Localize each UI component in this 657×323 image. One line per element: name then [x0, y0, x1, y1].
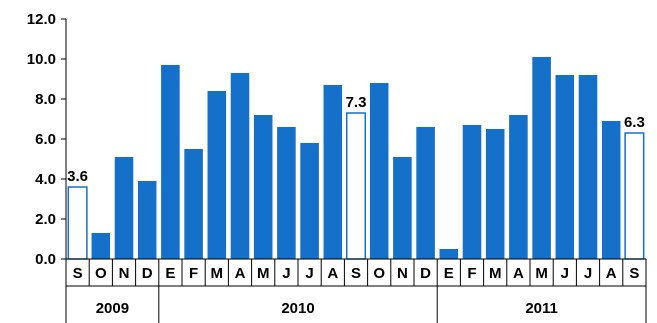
x-tick-label: J — [282, 265, 290, 282]
y-axis: 0.0 2.0 4.0 6.0 8.0 10.0 12.0 — [27, 11, 67, 268]
data-label: 3.6 — [67, 168, 88, 185]
x-tick-label: A — [327, 265, 338, 282]
bar — [485, 129, 505, 259]
bar — [300, 143, 319, 259]
y-tick-label: 4.0 — [35, 171, 56, 188]
x-tick-label: F — [467, 265, 476, 282]
x-tick-label: D — [420, 265, 431, 282]
bar — [393, 157, 412, 259]
bar — [416, 127, 435, 259]
bar — [67, 186, 88, 260]
bar — [532, 57, 551, 259]
x-tick-label: E — [165, 265, 175, 282]
bar — [253, 115, 273, 259]
bar — [509, 115, 528, 259]
bar — [555, 75, 575, 259]
y-tick-label: 0.0 — [35, 251, 56, 268]
bar — [207, 91, 227, 259]
y-tick-label: 6.0 — [35, 131, 56, 148]
bar — [369, 83, 389, 259]
bar — [601, 121, 621, 259]
year-label: 2010 — [281, 300, 314, 317]
x-tick-label: M — [535, 265, 548, 282]
x-tick-label: N — [397, 265, 408, 282]
bar — [624, 132, 645, 260]
x-tick-label: F — [189, 265, 198, 282]
x-tick-label: J — [584, 265, 592, 282]
bars — [67, 57, 645, 260]
bar — [137, 181, 157, 259]
y-tick-label: 12.0 — [27, 11, 56, 28]
y-tick-label: 2.0 — [35, 211, 56, 228]
y-tick-label: 10.0 — [27, 51, 56, 68]
data-label: 7.3 — [346, 94, 367, 111]
year-label: 2009 — [96, 300, 129, 317]
data-label: 6.3 — [624, 114, 645, 131]
x-tick-label: D — [142, 265, 153, 282]
x-tick-label: S — [351, 265, 361, 282]
x-tick-label: A — [235, 265, 246, 282]
bar — [91, 233, 111, 259]
bar — [161, 65, 180, 259]
x-tick-label: J — [305, 265, 313, 282]
bar — [277, 127, 296, 259]
bar — [184, 149, 203, 259]
bar — [439, 249, 459, 259]
x-tick-label: A — [606, 265, 617, 282]
x-tick-label: M — [257, 265, 270, 282]
data-labels: 3.6 7.3 6.3 — [67, 94, 645, 185]
x-tick-label: O — [95, 265, 107, 282]
x-tick-label: A — [513, 265, 524, 282]
bar — [345, 112, 367, 260]
bar — [578, 75, 598, 259]
x-tick-label: N — [119, 265, 130, 282]
x-tick-label: S — [73, 265, 83, 282]
bar — [114, 157, 134, 259]
bar — [323, 85, 343, 259]
x-tick-label: E — [444, 265, 454, 282]
x-tick-label: O — [373, 265, 385, 282]
x-tick-label: S — [629, 265, 639, 282]
year-label: 2011 — [525, 300, 558, 317]
x-tick-label: J — [561, 265, 569, 282]
y-tick-label: 8.0 — [35, 91, 56, 108]
bar — [462, 125, 482, 259]
x-tick-label: M — [211, 265, 224, 282]
x-tick-label: M — [489, 265, 502, 282]
bar — [230, 73, 250, 259]
